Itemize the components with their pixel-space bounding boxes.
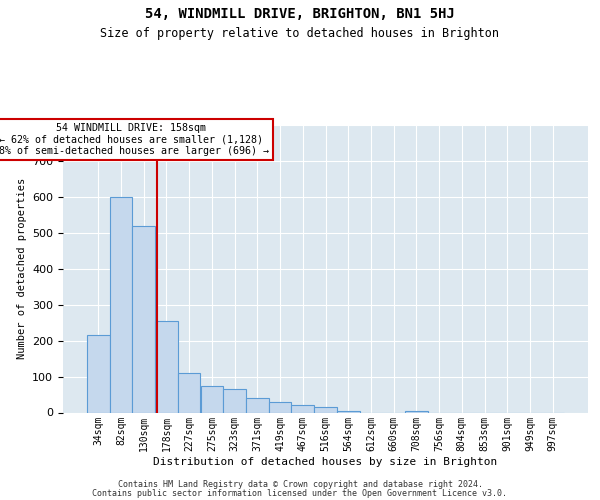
Text: Size of property relative to detached houses in Brighton: Size of property relative to detached ho… <box>101 28 499 40</box>
Bar <box>292 406 314 412</box>
Bar <box>314 407 337 412</box>
X-axis label: Distribution of detached houses by size in Brighton: Distribution of detached houses by size … <box>154 458 497 468</box>
Bar <box>87 335 110 412</box>
Bar <box>337 410 359 412</box>
Bar <box>223 389 246 412</box>
Bar <box>178 373 200 412</box>
Text: 54, WINDMILL DRIVE, BRIGHTON, BN1 5HJ: 54, WINDMILL DRIVE, BRIGHTON, BN1 5HJ <box>145 8 455 22</box>
Bar <box>269 402 292 412</box>
Bar <box>110 197 133 412</box>
Bar <box>133 226 155 412</box>
Text: Contains public sector information licensed under the Open Government Licence v3: Contains public sector information licen… <box>92 490 508 498</box>
Y-axis label: Number of detached properties: Number of detached properties <box>17 178 26 360</box>
Text: 54 WINDMILL DRIVE: 158sqm
← 62% of detached houses are smaller (1,128)
38% of se: 54 WINDMILL DRIVE: 158sqm ← 62% of detac… <box>0 123 269 156</box>
Text: Contains HM Land Registry data © Crown copyright and database right 2024.: Contains HM Land Registry data © Crown c… <box>118 480 482 489</box>
Bar <box>200 386 223 412</box>
Bar <box>155 321 178 412</box>
Bar <box>405 410 428 412</box>
Bar <box>246 398 269 412</box>
